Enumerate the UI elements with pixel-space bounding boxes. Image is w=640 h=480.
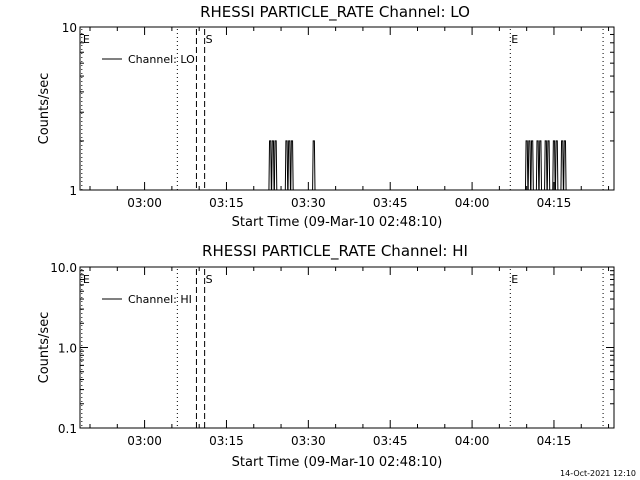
x-tick-label: 03:30	[291, 434, 326, 448]
data-spike	[535, 140, 540, 191]
marker-label: E	[511, 33, 518, 46]
lo-channel-panel: RHESSI PARTICLE_RATE Channel: LO 03:00 03:…	[37, 3, 615, 230]
data-spike	[544, 140, 548, 191]
plot-frame	[79, 266, 615, 429]
x-tick-label: 04:00	[455, 196, 490, 210]
data-spike	[271, 140, 275, 191]
data-spike	[538, 140, 543, 191]
data-spike	[290, 140, 294, 191]
marker-label: E	[511, 273, 518, 286]
data-spike	[312, 140, 316, 191]
data-spike	[287, 140, 291, 191]
footer-timestamp: 14-Oct-2021 12:10	[560, 469, 636, 478]
x-tick-label: 03:15	[209, 434, 244, 448]
data-spike	[560, 140, 564, 191]
plot-frame	[79, 26, 615, 191]
y-tick-label: 10.0	[50, 261, 77, 275]
panel-title: RHESSI PARTICLE_RATE Channel: HI	[202, 242, 468, 261]
legend-entry: Channel: HI	[128, 293, 192, 306]
x-tick-label: 03:00	[127, 196, 162, 210]
x-tick-label: 04:15	[537, 196, 572, 210]
legend-entry: Channel: LO	[128, 53, 195, 66]
x-axis-title: Start Time (09-Mar-10 02:48:10)	[232, 455, 443, 470]
x-tick-label: 03:00	[127, 434, 162, 448]
data-spike	[273, 140, 278, 191]
x-tick-label: 03:15	[209, 196, 244, 210]
data-spike	[284, 140, 289, 191]
data-spike	[268, 140, 272, 191]
y-tick-label: 1	[69, 184, 77, 198]
data-spike	[527, 140, 532, 191]
x-tick-label: 04:15	[537, 434, 572, 448]
x-axis-title: Start Time (09-Mar-10 02:48:10)	[232, 215, 443, 230]
y-tick-label: 0.1	[58, 422, 77, 436]
panel-title: RHESSI PARTICLE_RATE Channel: LO	[200, 3, 470, 22]
data-spike	[563, 140, 567, 191]
marker-label: E	[83, 273, 90, 286]
y-axis-title: Counts/sec	[37, 312, 52, 384]
x-tick-label: 04:00	[455, 434, 490, 448]
data-spike	[530, 140, 534, 191]
data-spike	[552, 140, 556, 191]
marker-label: E	[83, 33, 90, 46]
marker-label: S	[206, 33, 213, 46]
data-spike	[554, 140, 559, 191]
x-tick-label: 03:45	[373, 434, 408, 448]
y-axis-title: Counts/sec	[37, 73, 52, 145]
marker-label: S	[206, 273, 213, 286]
data-spike	[524, 140, 529, 191]
data-spike	[546, 140, 551, 191]
x-tick-label: 03:30	[291, 196, 326, 210]
x-tick-label: 03:45	[373, 196, 408, 210]
y-tick-label: 10	[62, 21, 77, 35]
y-tick-label: 1.0	[58, 342, 77, 356]
hi-channel-panel: RHESSI PARTICLE_RATE Channel: HI 03:00 03:…	[37, 242, 615, 470]
